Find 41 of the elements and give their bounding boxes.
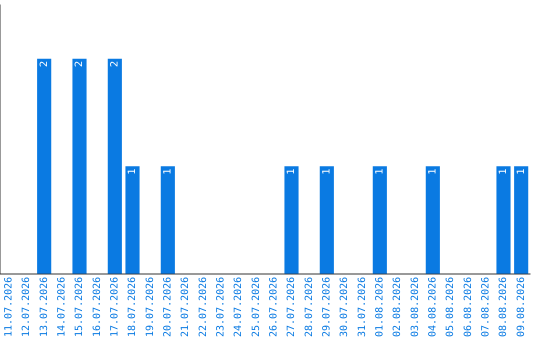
x-tick-label: 08.08.2026 [498,276,510,338]
x-tick-label: 28.07.2026 [304,276,315,338]
x-tick-label: 20.07.2026 [162,276,174,338]
x-tick-label: 19.07.2026 [144,276,156,338]
x-tick-label: 01.08.2026 [374,276,386,338]
data-label: 1 [162,168,174,175]
x-tick-label: 09.08.2026 [516,276,527,338]
x-tick-label: 13.07.2026 [38,276,50,338]
x-tick-label: 24.07.2026 [233,276,244,338]
x-tick-label: 05.08.2026 [445,276,456,338]
data-label: 1 [321,168,332,175]
data-label: 1 [374,168,386,175]
x-tick-label: 07.08.2026 [480,276,492,338]
data-label: 2 [38,60,50,68]
data-label: 1 [516,168,527,175]
data-label: 1 [498,168,510,175]
data-label: 1 [427,168,438,175]
x-tick-label: 23.07.2026 [215,276,226,338]
x-tick-label: 12.07.2026 [21,276,32,338]
x-tick-label: 27.07.2026 [286,276,298,338]
x-tick-label: 21.07.2026 [180,276,192,338]
data-label: 2 [74,60,86,68]
x-tick-label: 02.08.2026 [392,276,404,338]
data-label: 1 [127,168,138,175]
x-tick-label: 06.08.2026 [462,276,474,338]
x-tick-label: 11.07.2026 [3,276,14,338]
data-label: 2 [109,60,120,68]
x-tick-label: 17.07.2026 [109,276,120,338]
x-tick-label: 25.07.2026 [250,276,262,338]
x-tick-label: 14.07.2026 [56,276,68,338]
x-tick-label: 04.08.2026 [427,276,438,338]
x-tick-label: 03.08.2026 [410,276,421,338]
x-tick-label: 22.07.2026 [198,276,209,338]
data-label: 1 [286,168,298,175]
x-tick-label: 30.07.2026 [339,276,350,338]
x-tick-label: 29.07.2026 [321,276,332,338]
x-tick-label: 16.07.2026 [92,276,103,338]
x-tick-label: 15.07.2026 [74,276,86,338]
x-tick-label: 18.07.2026 [127,276,138,338]
x-tick-label: 31.07.2026 [356,276,368,338]
x-tick-label: 26.07.2026 [268,276,280,338]
